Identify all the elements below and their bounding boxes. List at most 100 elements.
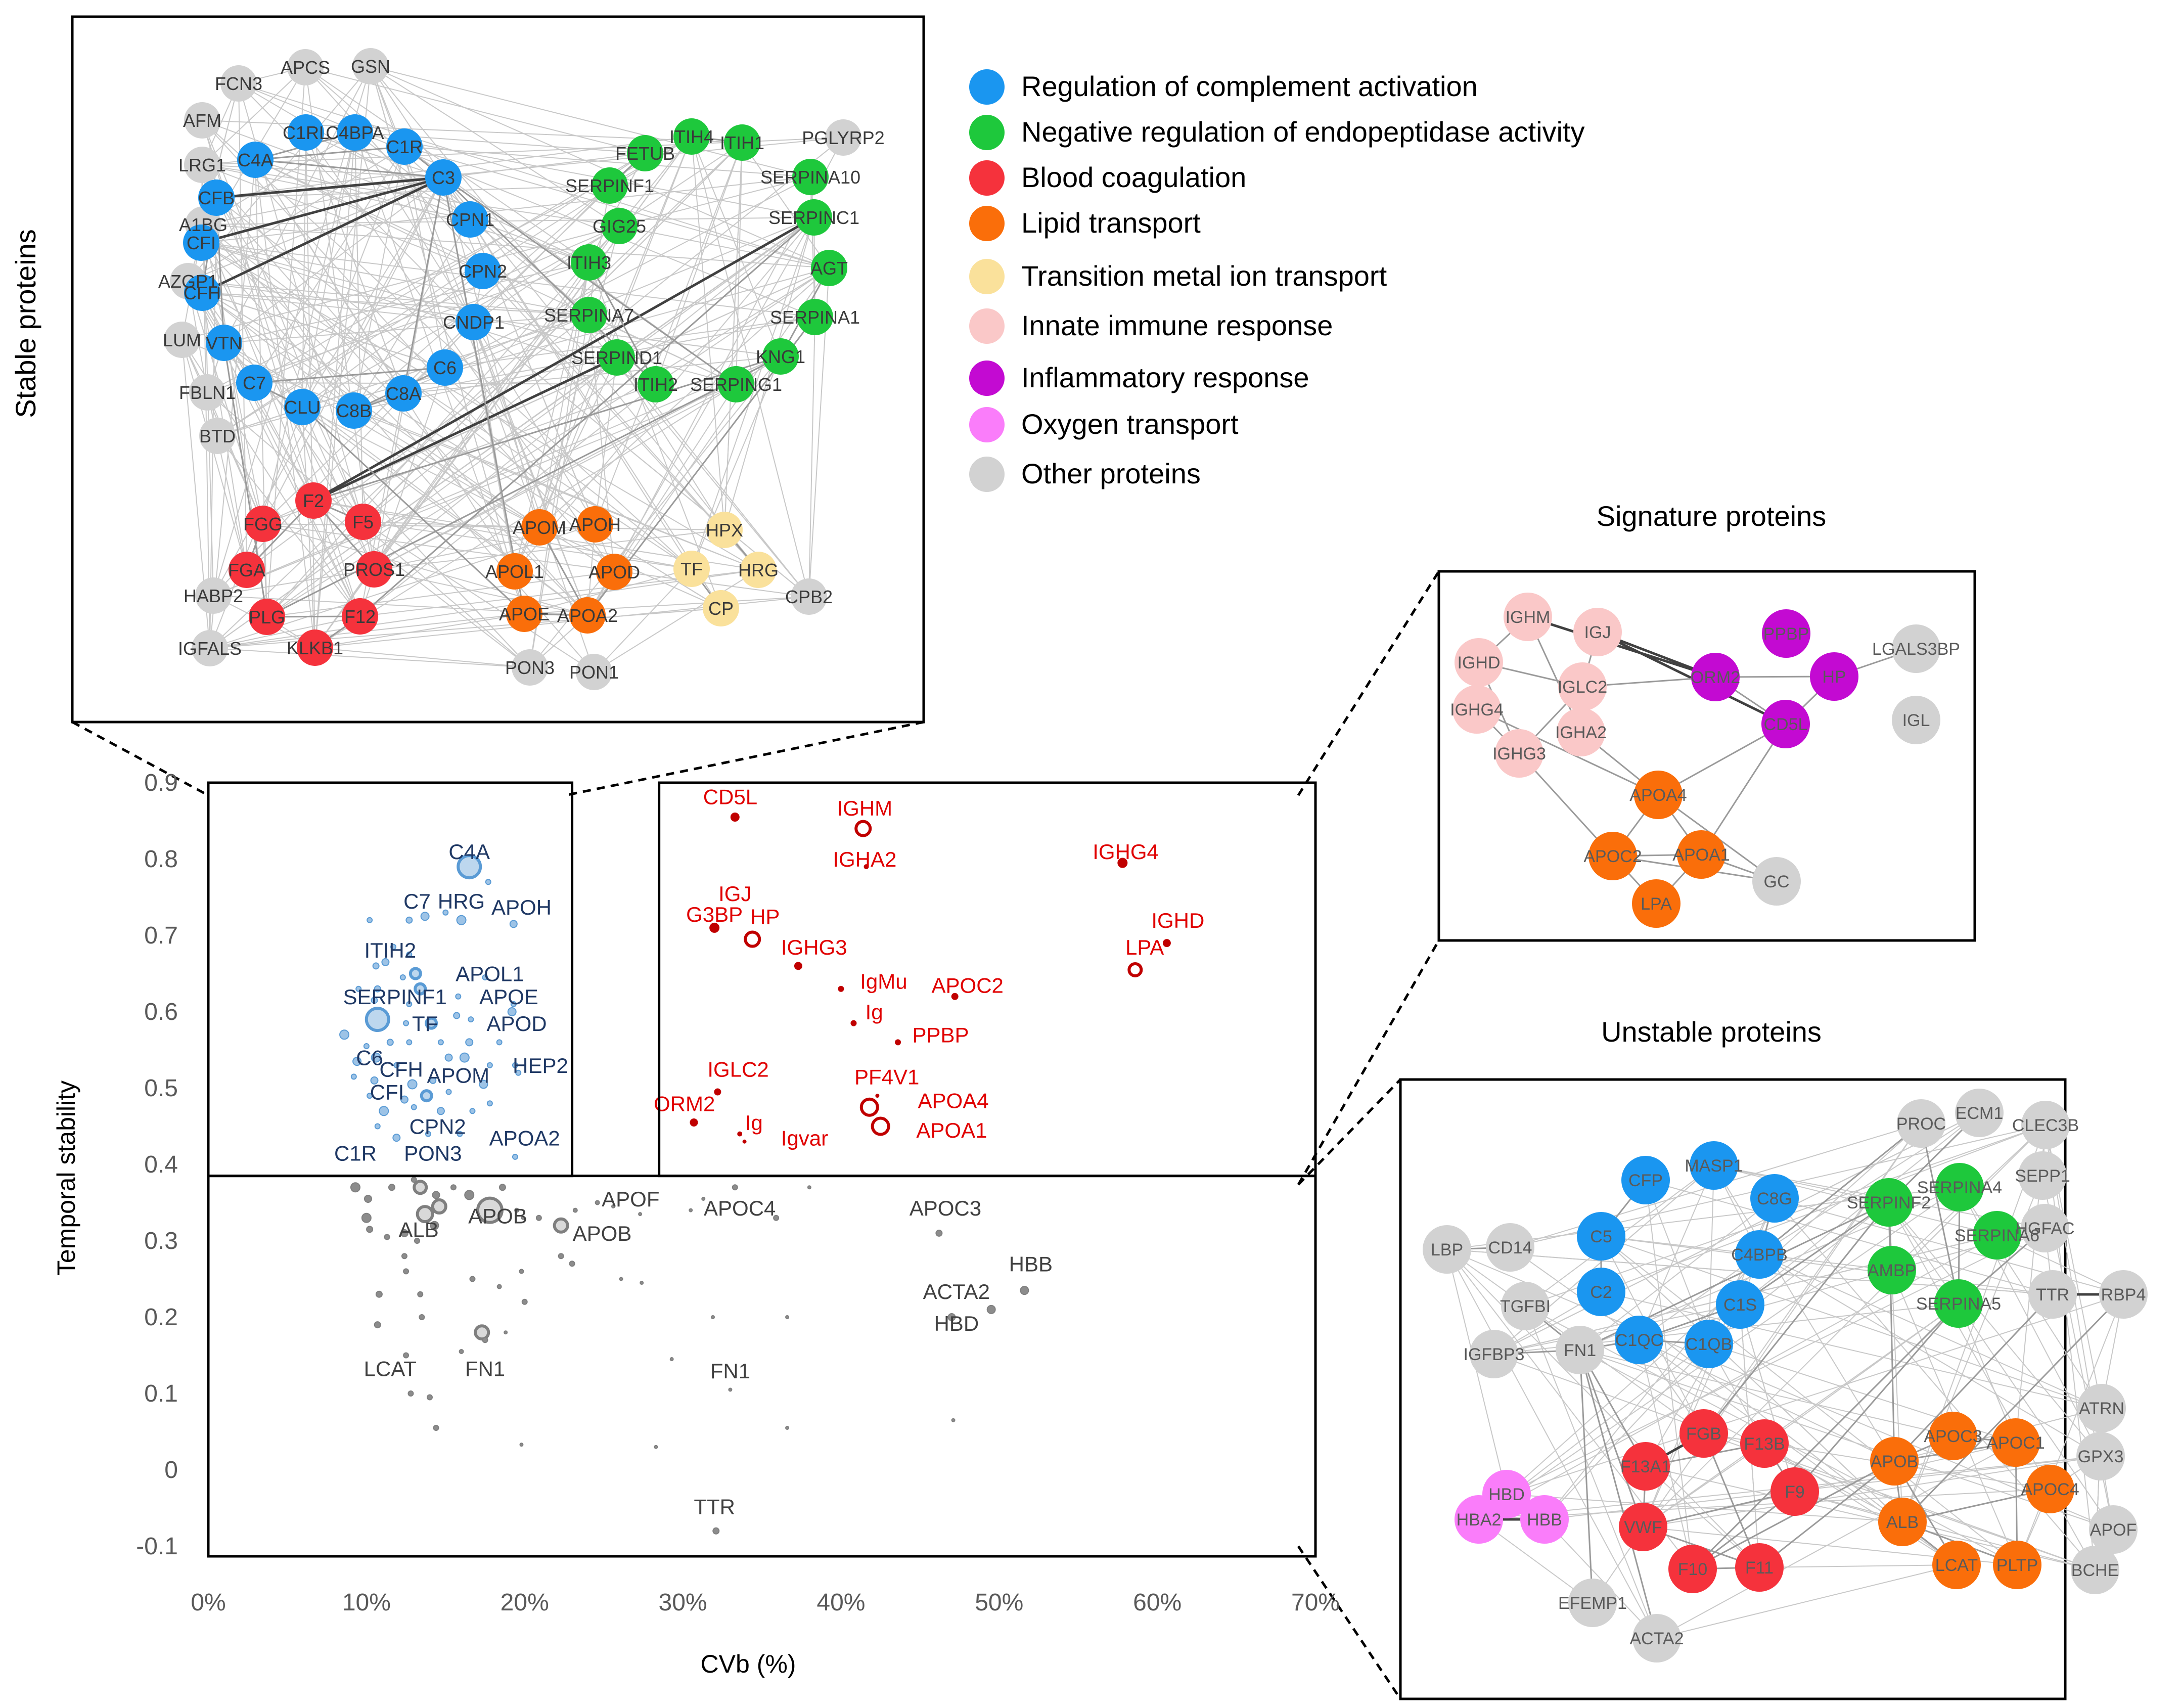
node-label-serpina1: SERPINA1 — [770, 307, 860, 328]
node-f2 — [295, 482, 332, 519]
node-apoc2 — [1588, 832, 1637, 880]
node-apof — [2089, 1505, 2138, 1554]
stable-data-point — [374, 985, 381, 993]
x-tick-label: 50% — [975, 1589, 1023, 1616]
edge-c3-clu — [302, 177, 444, 408]
edge-c4bpb-proc — [1759, 1122, 1922, 1255]
node-label-pros1: PROS1 — [343, 559, 405, 580]
node-c1qc — [1615, 1316, 1663, 1364]
node-label-apof: APOF — [2090, 1520, 2137, 1540]
signature-network-nodes: IGHM IGJ IGHD IGLC2 IGHG4 IGHA2 IGHG3 PPBP ORM2 H… — [1450, 593, 1960, 928]
node-c1rl — [288, 114, 324, 151]
stable-data-point — [512, 1062, 518, 1068]
legend-swatch-transition-metal-ion-transport — [969, 259, 1005, 294]
edge-hrg-lum — [181, 339, 759, 570]
node-label-igfals: IGFALS — [178, 638, 242, 659]
stable-point-label-apol1: APOL1 — [456, 962, 524, 986]
node-label-serpinc1: SERPINC1 — [768, 207, 859, 228]
node-itih4 — [673, 118, 710, 155]
node-label-serpinf1: SERPINF1 — [565, 175, 654, 196]
edge-c3-cfi — [201, 176, 444, 244]
stable-point-label-serpinf1: SERPINF1 — [343, 985, 446, 1009]
edge-serpina5-apoc1 — [1958, 1303, 2016, 1443]
node-apoe — [506, 596, 542, 632]
unstable-data-point — [476, 1196, 504, 1224]
legend-label-other-proteins: Other proteins — [1021, 458, 1201, 489]
stable-data-point — [485, 879, 491, 885]
unstable-data-point — [711, 1315, 715, 1319]
unstable-data-point — [400, 1229, 408, 1237]
chart-region-boxes — [207, 781, 1317, 1558]
stable-data-point — [420, 1089, 433, 1103]
node-label-c1rl: C1RL — [283, 122, 329, 143]
node-label-c4bpb: C4BPB — [1731, 1245, 1788, 1265]
edge-c4a-c1r — [255, 146, 405, 161]
node-label-ighg3: IGHG3 — [1492, 744, 1546, 763]
stable-data-point — [469, 1108, 476, 1114]
stable-network-nodes: FCN3 APCS GSN AFM LRG1 A1BG AZGP1 LUM FBLN1 BTD PG… — [158, 48, 885, 690]
stable-point-label-apod: APOD — [487, 1012, 547, 1036]
stable-data-point — [509, 920, 518, 928]
node-label-ttr: TTR — [2036, 1285, 2069, 1305]
unstable-point-label-ttr: TTR — [694, 1495, 735, 1519]
stable-data-point — [339, 1029, 350, 1040]
node-c2 — [1577, 1268, 1625, 1316]
chart-point-labels: C4A C7 HRG APOH ITIH2 APOL1 SERPINF1 APOE TF APOD… — [334, 785, 1204, 1518]
edge-c3-serping1 — [443, 176, 737, 385]
node-label-c8a: C8A — [386, 383, 421, 404]
node-cpb2 — [791, 578, 827, 615]
node-label-f2: F2 — [303, 490, 324, 511]
edge-c4bpa-cndp1 — [354, 132, 474, 323]
edge-lrg1-c8a — [202, 164, 404, 394]
node-f10 — [1668, 1545, 1717, 1593]
edge-serpina10-c6 — [444, 176, 811, 368]
x-tick-label: 60% — [1133, 1589, 1182, 1616]
node-apoh — [577, 506, 613, 543]
signature-point-label-ighm: IGHM — [837, 796, 893, 820]
node-cd5l — [1761, 700, 1810, 748]
node-label-alb: ALB — [1886, 1513, 1919, 1532]
node-label-fgg: FGG — [243, 514, 283, 534]
edge-f12-itih2 — [359, 384, 656, 617]
edge-plg-apod — [266, 571, 615, 617]
node-label-tf: TF — [680, 559, 703, 579]
signature-network-panel: IGHM IGJ IGHD IGLC2 IGHG4 IGHA2 IGHG3 PPBP ORM2 H… — [1437, 570, 1976, 942]
node-label-cfb: CFB — [198, 188, 235, 208]
edge-f2-agt — [313, 267, 830, 501]
unstable-data-point — [459, 1349, 464, 1354]
node-apoc4 — [2026, 1465, 2074, 1513]
stable-data-point — [407, 1079, 418, 1090]
unstable-data-point — [366, 1226, 374, 1233]
node-label-serpina7: SERPINA7 — [544, 305, 634, 326]
unstable-data-point — [432, 1191, 440, 1199]
node-label-agt: AGT — [810, 258, 848, 279]
stable-data-point — [379, 1106, 389, 1116]
edge-c1s-igfbp3 — [1493, 1304, 1741, 1355]
edge-acta2-lbp — [1446, 1249, 1657, 1639]
unstable-point-label-alb: ALB — [398, 1218, 438, 1241]
stable-data-point — [386, 1039, 394, 1046]
unstable-point-label-fn1: FN1 — [710, 1359, 750, 1383]
node-apod — [596, 554, 632, 590]
node-f11 — [1735, 1543, 1784, 1592]
node-gsn — [352, 48, 389, 84]
node-label-tgfbi: TGFBI — [1500, 1297, 1551, 1316]
unstable-data-point — [519, 1269, 524, 1274]
signature-data-point — [742, 1139, 747, 1144]
edge-cndp1-apoa2 — [473, 322, 588, 616]
node-sepp1 — [2018, 1151, 2067, 1200]
node-label-lum: LUM — [163, 330, 201, 350]
node-ecm1 — [1955, 1089, 2004, 1137]
node-fcn3 — [220, 65, 257, 102]
signature-point-label-ighd: IGHD — [1151, 909, 1204, 932]
y-tick-label: 0.5 — [144, 1075, 178, 1102]
node-label-apoa4: APOA4 — [1629, 786, 1687, 805]
unstable-data-point — [654, 1445, 658, 1449]
node-serpina1 — [797, 299, 833, 335]
y-tick-label: 0.9 — [144, 770, 178, 796]
edge-c3-fetub — [443, 153, 646, 178]
unstable-data-point — [572, 1207, 578, 1213]
unstable-data-point — [361, 1212, 372, 1223]
node-label-serpinf2: SERPINF2 — [1847, 1193, 1931, 1212]
node-fetub — [627, 135, 663, 171]
